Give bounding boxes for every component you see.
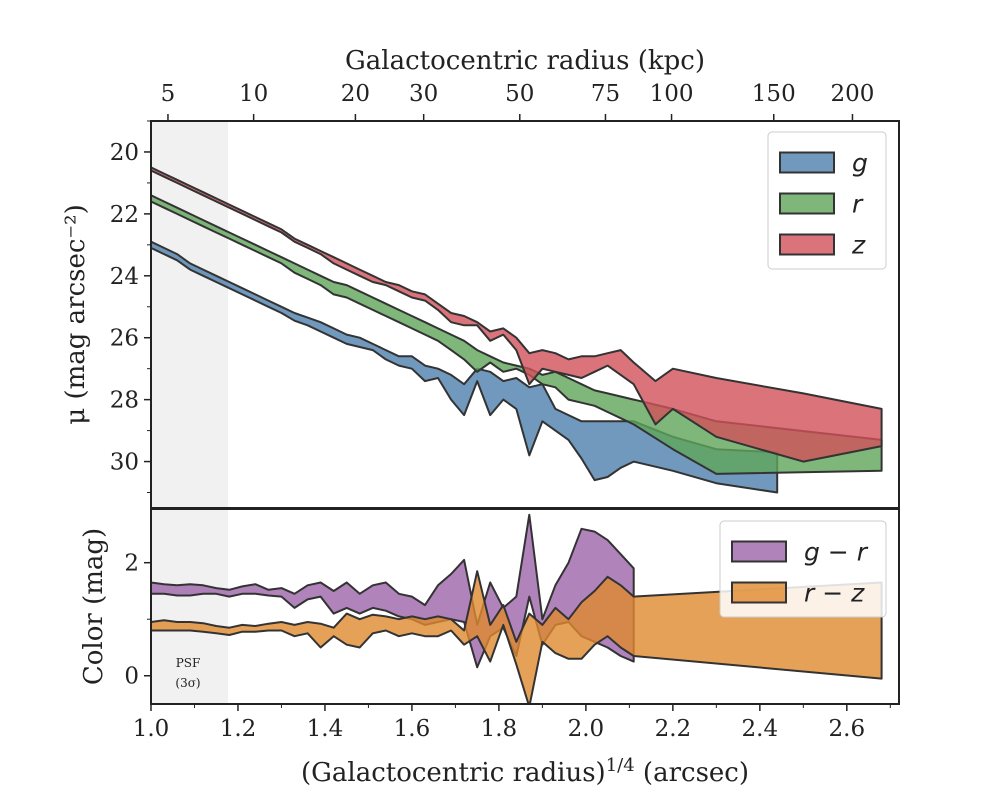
x-tick-label: 2.0 <box>568 716 605 742</box>
x-tick-label: 2.6 <box>829 716 866 742</box>
legend-color-label-1: r − z <box>804 579 865 608</box>
kpc-tick-label-20: 20 <box>341 81 370 107</box>
kpc-tick-label-200: 200 <box>831 81 875 107</box>
legend-top-label-0: g <box>852 149 868 178</box>
psf-shaded-region <box>151 121 228 704</box>
y-tick-label-22: 22 <box>110 202 139 228</box>
x-title-exponent: 1/4 <box>606 755 635 776</box>
legend-color-swatch-1 <box>731 581 787 604</box>
band-g <box>151 240 779 494</box>
y-tick-label-30: 30 <box>110 450 139 476</box>
bottom-panel-frame <box>150 508 900 705</box>
y-tick-label-20: 20 <box>110 140 139 166</box>
legend-top-label-1: r <box>852 190 864 219</box>
y-axis-title: μ (mag arcsec⁻²) <box>61 204 91 424</box>
x-tick-label: 1.2 <box>220 716 257 742</box>
legend-top-swatch-1 <box>779 192 835 215</box>
x-title-unit: (arcsec) <box>635 758 749 788</box>
y-tick-label-24: 24 <box>110 264 139 290</box>
kpc-tick-label-10: 10 <box>239 81 268 107</box>
kpc-tick-label-150: 150 <box>752 81 796 107</box>
kpc-tick-label-100: 100 <box>650 81 694 107</box>
color-y-tick-label-2: 2 <box>124 551 139 577</box>
y-tick-label-26: 26 <box>110 326 139 352</box>
band-color-r-z <box>151 570 883 704</box>
legend-top-label-2: z <box>851 231 866 260</box>
band-color-g-r <box>151 513 635 669</box>
band-z <box>151 166 883 463</box>
legend-color-swatch-0 <box>731 540 787 563</box>
y-tick-label-28: 28 <box>110 388 139 414</box>
legend-color-label-0: g − r <box>804 538 869 567</box>
kpc-tick-label-50: 50 <box>505 81 534 107</box>
kpc-tick-label-5: 5 <box>161 81 176 107</box>
x-title-base: (Galactocentric radius) <box>301 758 606 788</box>
top-axis-title: Galactocentric radius (kpc) <box>345 46 705 76</box>
x-axis-title: (Galactocentric radius)1/4 (arcsec) <box>301 755 749 788</box>
color-y-tick-label-0: 0 <box>124 664 139 690</box>
x-tick-label: 1.8 <box>481 716 518 742</box>
psf-sigma-label: (3σ) <box>175 676 200 690</box>
kpc-tick-label-75: 75 <box>591 81 620 107</box>
kpc-tick-label-30: 30 <box>409 81 438 107</box>
x-tick-label: 1.0 <box>133 716 170 742</box>
color-y-axis-title: Color (mag) <box>79 528 109 685</box>
psf-label: PSF <box>176 656 201 670</box>
legend-top-swatch-2 <box>779 233 835 256</box>
x-tick-label: 2.2 <box>655 716 692 742</box>
x-tick-label: 1.6 <box>394 716 431 742</box>
legend-top-swatch-0 <box>779 151 835 174</box>
x-tick-label: 1.4 <box>307 716 344 742</box>
x-tick-label: 2.4 <box>742 716 779 742</box>
